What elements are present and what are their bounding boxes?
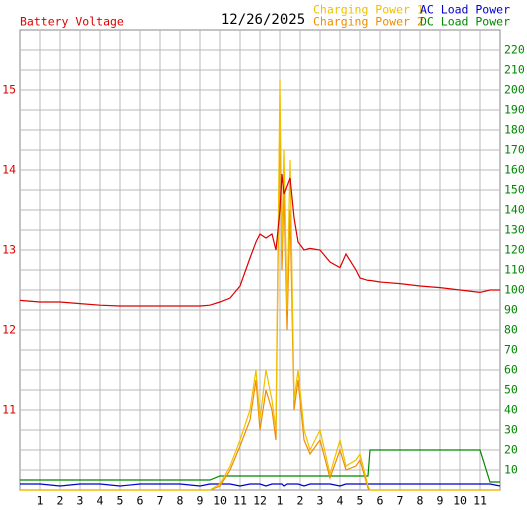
y2-tick-label: 110	[504, 263, 525, 277]
y2-tick-label: 40	[504, 403, 518, 417]
y2-tick-label: 180	[504, 123, 525, 137]
y2-tick-label: 70	[504, 343, 518, 357]
x-tick-label: 8	[177, 494, 184, 508]
y2-tick-label: 10	[504, 463, 518, 477]
y2-tick-label: 190	[504, 103, 525, 117]
legend-label: Charging Power 2	[313, 15, 424, 29]
y-tick-label: 15	[2, 83, 16, 97]
x-tick-label: 9	[197, 494, 204, 508]
series-line	[19, 173, 500, 307]
y2-tick-label: 20	[504, 443, 518, 457]
series-line	[20, 449, 500, 483]
series-line	[20, 483, 501, 487]
y2-tick-label: 90	[504, 303, 518, 317]
x-tick-label: 11	[233, 494, 247, 508]
x-tick-label: 4	[337, 494, 344, 508]
x-tick-label: 6	[137, 494, 144, 508]
y2-tick-label: 200	[504, 83, 525, 97]
y2-tick-label: 130	[504, 223, 525, 237]
y2-tick-label: 210	[504, 63, 525, 77]
y2-tick-label: 150	[504, 183, 525, 197]
y-tick-label: 12	[2, 323, 16, 337]
x-tick-label: 1	[277, 494, 284, 508]
x-tick-label: 11	[473, 494, 487, 508]
x-tick-label: 12	[253, 494, 267, 508]
x-tick-label: 2	[297, 494, 304, 508]
legend-label: Charging Power 1	[313, 3, 424, 17]
y2-tick-label: 160	[504, 163, 525, 177]
x-tick-label: 3	[317, 494, 324, 508]
y2-tick-label: 140	[504, 203, 525, 217]
x-tick-label: 7	[397, 494, 404, 508]
legend-label: DC Load Power	[420, 15, 510, 29]
chart-title: 12/26/2025	[221, 12, 305, 28]
x-tick-label: 3	[77, 494, 84, 508]
y2-tick-label: 50	[504, 383, 518, 397]
y2-tick-label: 220	[504, 43, 525, 57]
y2-tick-label: 60	[504, 363, 518, 377]
x-tick-label: 6	[377, 494, 384, 508]
x-tick-label: 5	[117, 494, 124, 508]
y2-tick-label: 170	[504, 143, 525, 157]
x-tick-label: 8	[417, 494, 424, 508]
y2-tick-label: 120	[504, 243, 525, 257]
y-tick-label: 14	[2, 163, 16, 177]
x-tick-label: 10	[453, 494, 467, 508]
series-line	[20, 79, 500, 491]
x-tick-label: 1	[37, 494, 44, 508]
x-tick-label: 4	[97, 494, 104, 508]
x-tick-label: 9	[437, 494, 444, 508]
x-tick-label: 2	[57, 494, 64, 508]
y2-tick-label: 80	[504, 323, 518, 337]
y-tick-label: 13	[2, 243, 16, 257]
y2-tick-label: 30	[504, 423, 518, 437]
x-tick-label: 7	[157, 494, 164, 508]
y-tick-label: 11	[2, 403, 16, 417]
legend-label: Battery Voltage	[20, 15, 124, 29]
y2-tick-label: 100	[504, 283, 525, 297]
x-tick-label: 5	[357, 494, 364, 508]
legend-label: AC Load Power	[420, 3, 510, 17]
x-tick-label: 10	[213, 494, 227, 508]
